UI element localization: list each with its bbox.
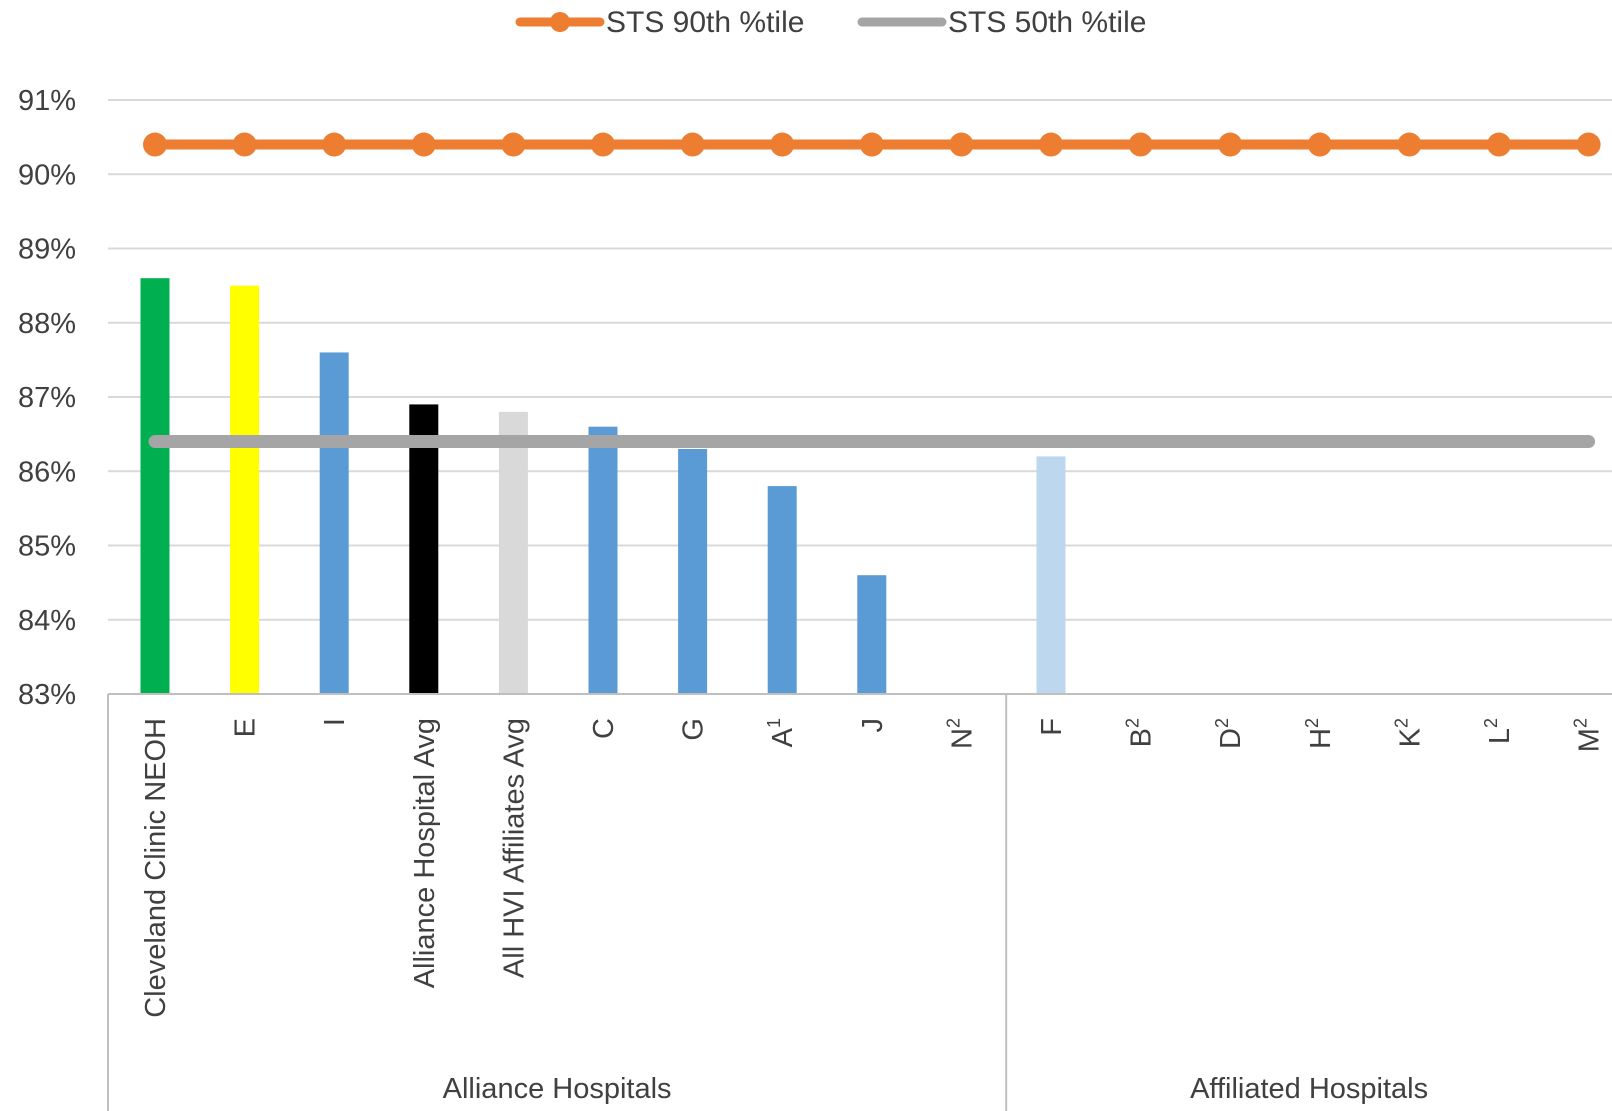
legend: STS 90th %tile STS 50th %tile — [515, 6, 1146, 39]
category-label: A1 — [764, 718, 799, 747]
category-label: B2 — [1123, 718, 1158, 747]
category-label: J — [857, 718, 889, 733]
bar — [767, 486, 797, 694]
category-label: H2 — [1302, 718, 1337, 749]
series-marker — [1487, 132, 1511, 157]
x-axis — [107, 693, 1612, 1111]
group-label: Affiliated Hospitals — [1190, 1073, 1428, 1105]
series-marker — [1576, 132, 1601, 157]
category-label: G — [678, 718, 710, 741]
y-tick-label: 89% — [18, 234, 76, 266]
series-marker — [680, 132, 705, 157]
bar — [857, 575, 887, 694]
category-label: C — [588, 718, 620, 739]
bar — [140, 278, 170, 694]
legend-label: STS 90th %tile — [606, 6, 804, 39]
category-label: N2 — [943, 718, 978, 749]
y-tick-label: 86% — [18, 456, 76, 488]
series-marker — [1128, 132, 1153, 157]
category-label: All HVI Affiliates Avg — [498, 718, 530, 978]
legend-label: STS 50th %tile — [948, 6, 1146, 39]
series-marker — [1307, 132, 1332, 157]
y-tick-label: 84% — [18, 605, 76, 637]
bar — [498, 411, 528, 694]
y-tick-label: 88% — [18, 308, 76, 340]
legend-item-2: STS 50th %tile — [857, 6, 1146, 39]
category-label: E — [230, 718, 262, 737]
y-tick-label: 85% — [18, 531, 76, 563]
group-label: Alliance Hospitals — [443, 1073, 672, 1105]
y-tick-label: 90% — [18, 159, 76, 191]
bar — [678, 448, 708, 694]
y-tick-label: 91% — [18, 85, 76, 117]
series-marker — [1039, 132, 1063, 157]
bar — [588, 426, 618, 694]
group-labels: Alliance Hospitals Affiliated Hospitals — [443, 1073, 1428, 1105]
series-marker — [143, 132, 167, 157]
legend-marker — [550, 12, 570, 32]
series-marker — [859, 132, 884, 157]
bar — [1036, 456, 1066, 694]
series-marker — [949, 132, 974, 157]
legend-item-1: STS 90th %tile — [515, 6, 804, 39]
y-axis-tick-labels: 83% 84% 85% 86% 87% 88% 89% 90% 91% — [18, 85, 76, 711]
series-marker — [501, 132, 526, 157]
gridlines — [108, 99, 1612, 621]
series-marker — [1218, 132, 1243, 157]
category-label: Cleveland Clinic NEOH — [140, 718, 172, 1018]
category-label: F — [1036, 718, 1068, 736]
y-tick-label: 83% — [18, 679, 76, 711]
category-label: I — [319, 718, 351, 726]
category-label: Alliance Hospital Avg — [409, 718, 441, 988]
category-label: K2 — [1391, 718, 1426, 747]
category-label: D2 — [1212, 718, 1247, 749]
bar — [230, 285, 260, 694]
bar — [319, 352, 349, 694]
series-line-1 — [143, 132, 1601, 157]
series-marker — [411, 132, 436, 157]
y-tick-label: 87% — [18, 382, 76, 414]
category-label: L2 — [1481, 718, 1516, 744]
series-marker — [770, 132, 795, 157]
category-labels: Cleveland Clinic NEOH E I Alliance Hospital… — [140, 718, 1606, 1018]
series-marker — [1397, 132, 1422, 157]
category-label: M2 — [1571, 718, 1606, 752]
series-lines — [143, 132, 1601, 449]
bar — [409, 404, 439, 694]
series-marker — [322, 132, 347, 157]
bars — [140, 278, 1066, 694]
series-marker — [591, 132, 615, 157]
series-marker — [232, 132, 257, 157]
